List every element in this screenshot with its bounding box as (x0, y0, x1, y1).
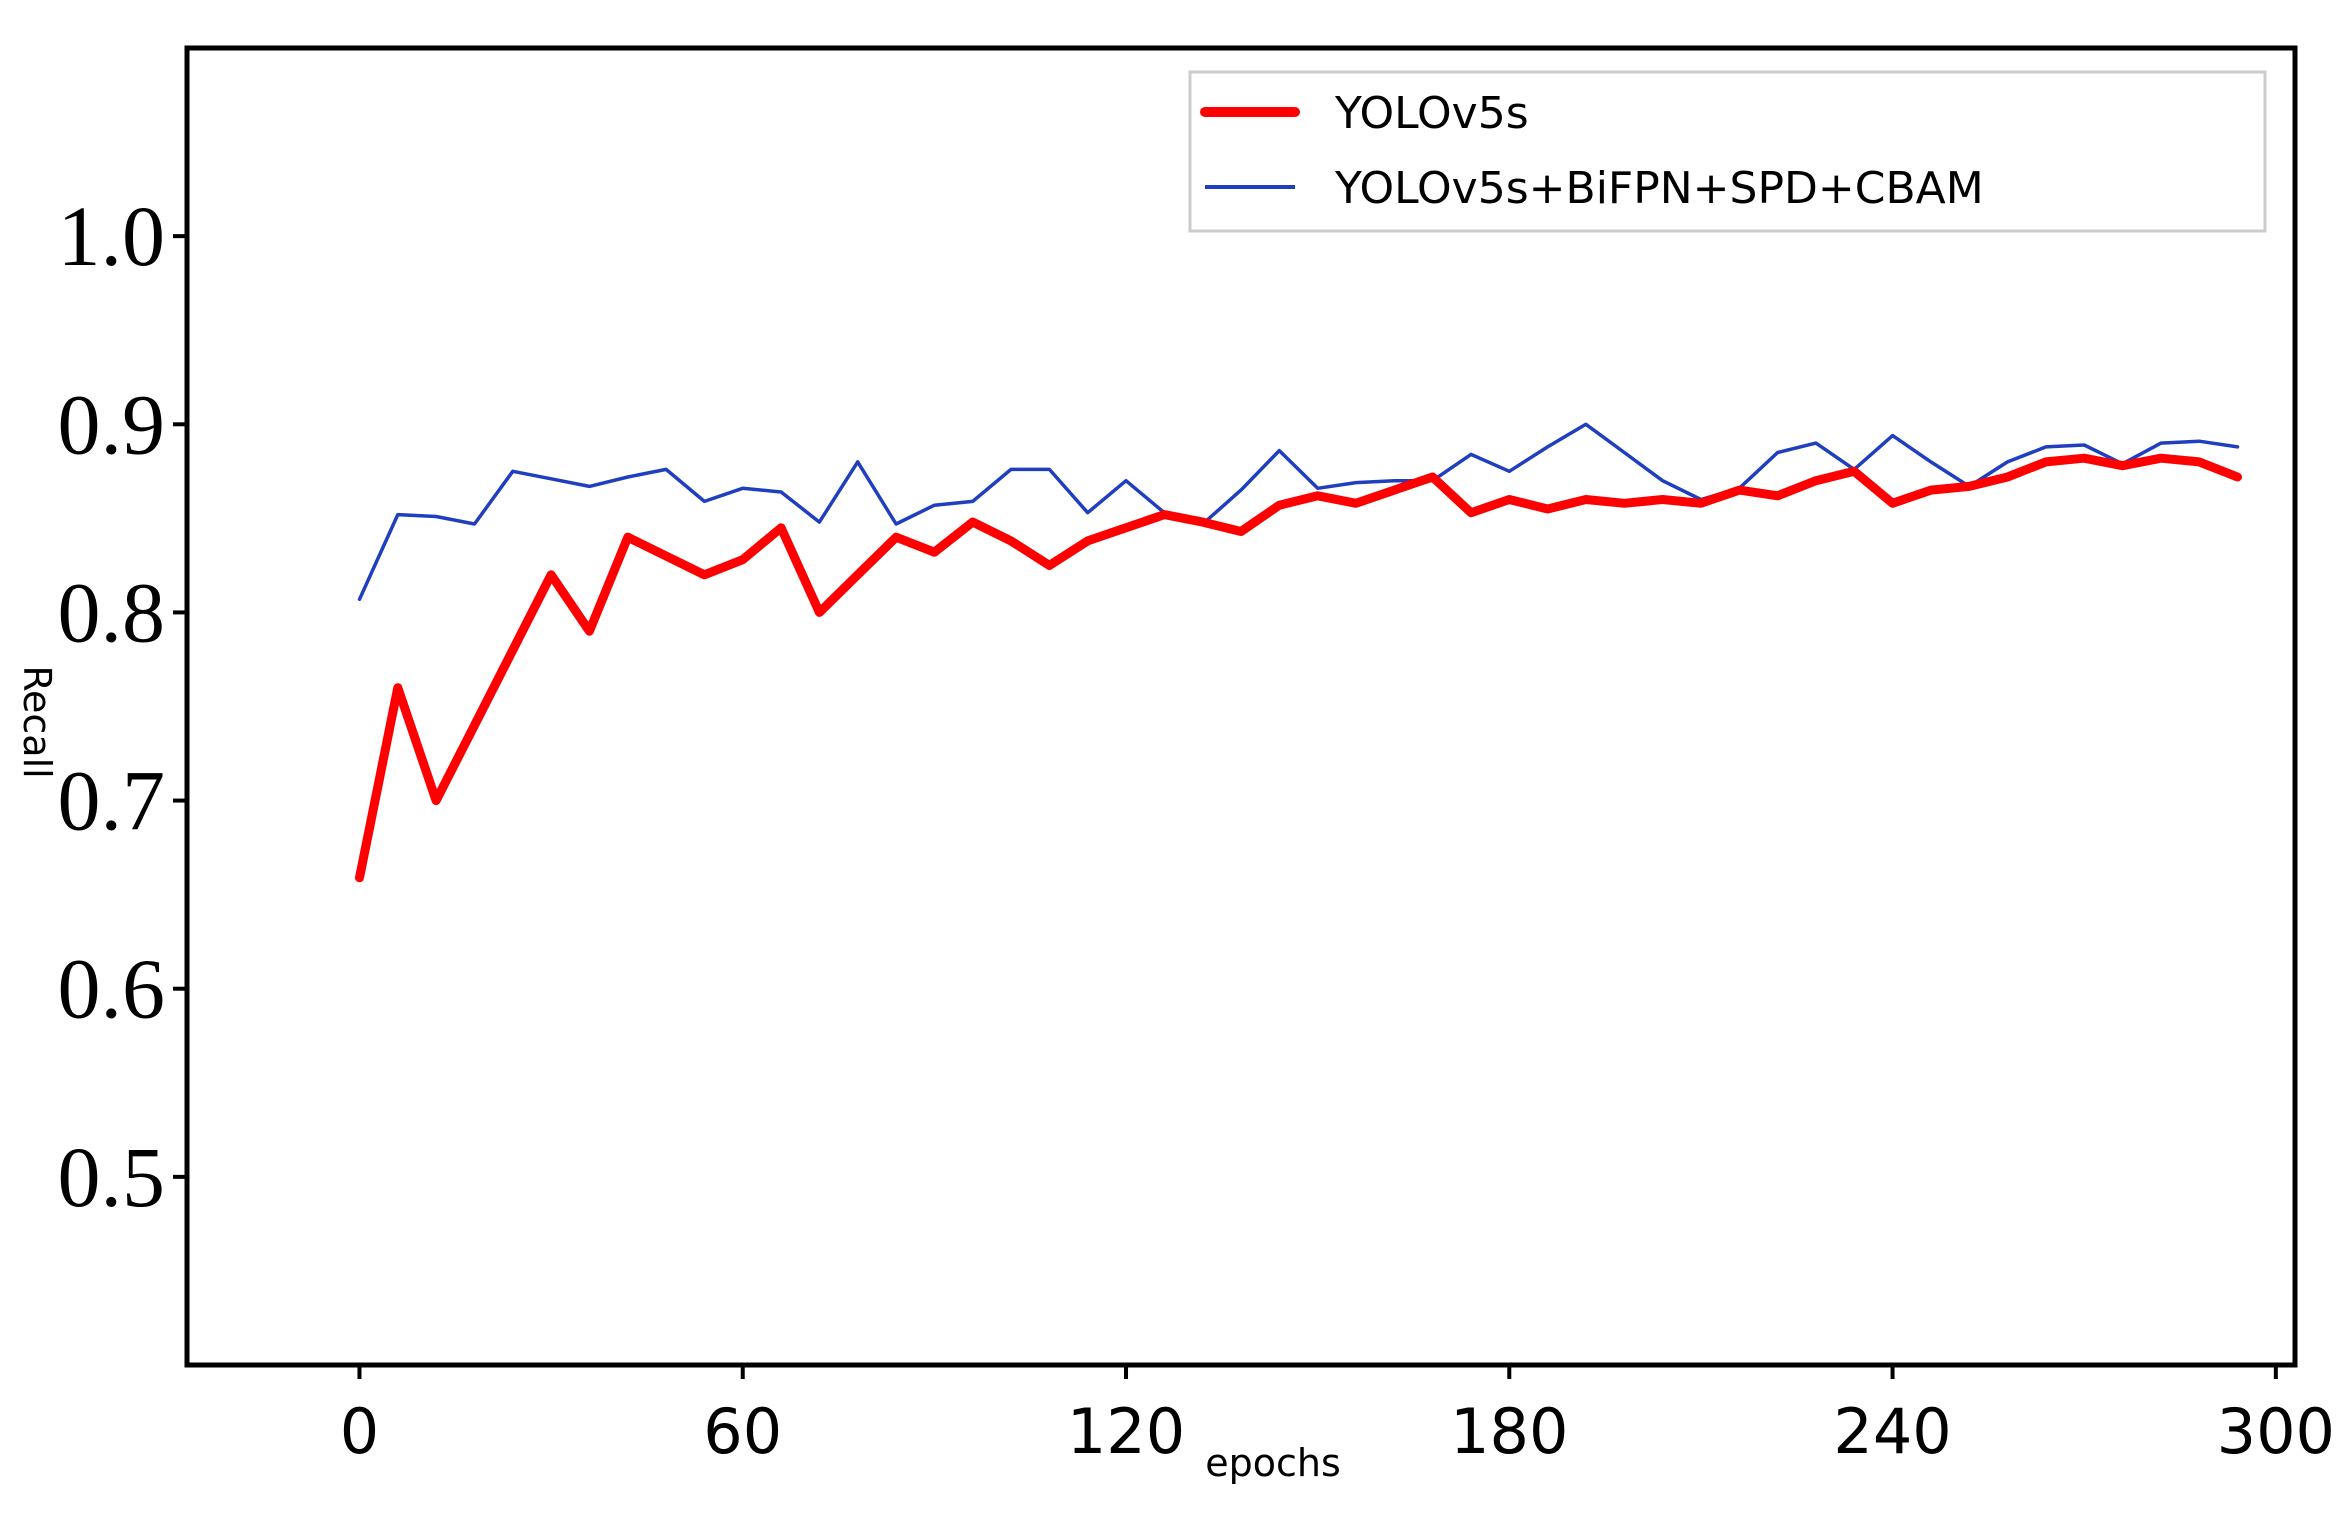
x-tick-label: 300 (2217, 1395, 2335, 1468)
y-tick-label: 0.9 (58, 376, 166, 472)
legend: YOLOv5s YOLOv5s+BiFPN+SPD+CBAM (1188, 70, 2267, 233)
x-tick-label: 240 (1833, 1395, 1951, 1468)
x-axis: 0 60 120 180 240 300 (340, 1365, 2335, 1468)
x-axis-label: epochs (1205, 1441, 1341, 1485)
series-line-yolov5s-bifpn-spd-cbam (357, 422, 2240, 602)
x-tick-label: 60 (703, 1395, 782, 1468)
x-tick-label: 120 (1067, 1395, 1185, 1468)
y-axis-label: Recall (15, 665, 59, 778)
legend-label-yolov5s: YOLOv5s (1334, 88, 1529, 139)
y-tick-label: 0.7 (58, 753, 166, 849)
x-tick-label: 180 (1450, 1395, 1568, 1468)
y-tick-label: 1.0 (58, 188, 166, 284)
y-tick-label: 0.8 (58, 564, 166, 660)
plot-frame (184, 45, 2298, 1368)
y-axis: 0.5 0.6 0.7 0.8 0.9 1.0 (58, 188, 187, 1225)
y-tick-label: 0.5 (58, 1129, 166, 1225)
x-tick-label: 0 (340, 1395, 379, 1468)
legend-box (1188, 70, 2267, 233)
series-line-yolov5s (355, 453, 2242, 883)
y-tick-label: 0.6 (58, 941, 166, 1037)
legend-label-yolov5s-bifpn-spd-cbam: YOLOv5s+BiFPN+SPD+CBAM (1334, 163, 1984, 214)
series-lines (355, 422, 2242, 883)
